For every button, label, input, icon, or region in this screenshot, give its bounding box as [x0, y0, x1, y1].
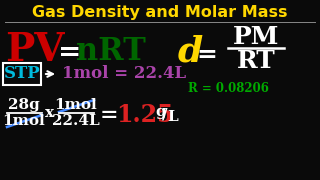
Bar [3, 63, 41, 85]
Text: 1.25: 1.25 [116, 103, 173, 127]
Text: =: = [58, 39, 81, 66]
Text: 28g: 28g [8, 98, 40, 112]
Text: g: g [155, 105, 166, 119]
Text: RT: RT [236, 49, 276, 73]
Text: /: / [162, 108, 168, 122]
Text: 1mol = 22.4L: 1mol = 22.4L [62, 66, 186, 82]
Text: 1mol: 1mol [55, 98, 97, 112]
Text: 22.4L: 22.4L [52, 114, 100, 128]
Text: R = 0.08206: R = 0.08206 [188, 82, 269, 96]
Text: PV: PV [5, 31, 65, 69]
Text: PM: PM [233, 25, 279, 49]
Text: nRT: nRT [76, 35, 146, 66]
Text: STP: STP [4, 66, 40, 82]
Text: d: d [178, 35, 203, 69]
Text: x: x [45, 106, 55, 120]
Text: =: = [196, 43, 217, 67]
Text: L: L [167, 110, 178, 124]
Text: Gas Density and Molar Mass: Gas Density and Molar Mass [32, 4, 288, 19]
Text: =: = [100, 104, 119, 126]
Text: 1mol: 1mol [3, 114, 45, 128]
